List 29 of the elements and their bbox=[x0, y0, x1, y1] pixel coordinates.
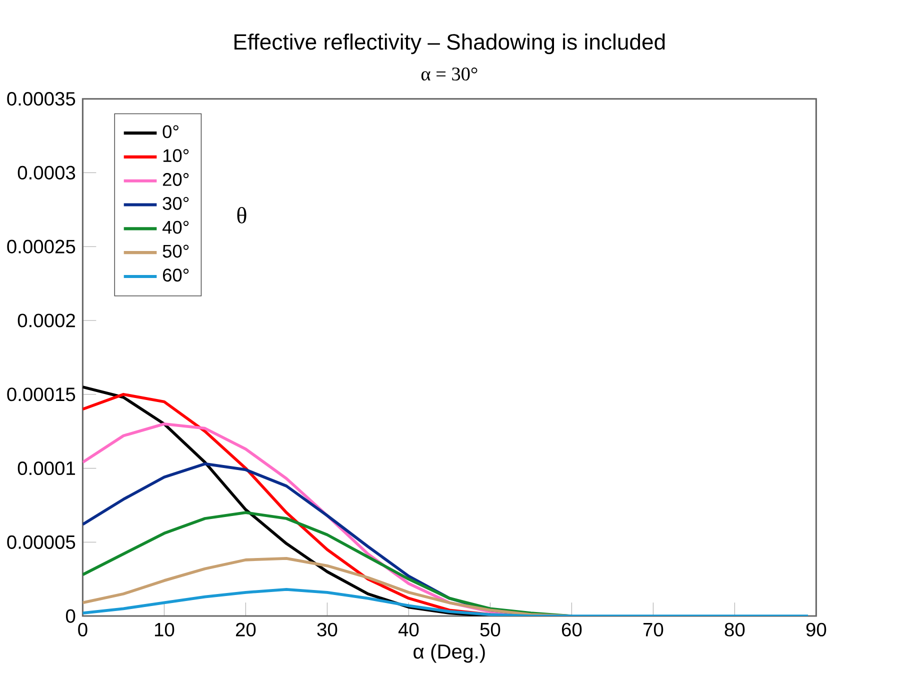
y-tick-label: 0.00005 bbox=[7, 535, 76, 549]
legend-label: 20° bbox=[162, 173, 189, 186]
annotation: θ bbox=[237, 207, 246, 224]
legend-label: 10° bbox=[163, 149, 189, 162]
y-tick-label: 0 bbox=[66, 609, 76, 623]
y-tick-label: 0.00025 bbox=[7, 240, 76, 254]
x-tick-label: 0 bbox=[78, 622, 88, 636]
x-tick-label: 70 bbox=[643, 622, 664, 636]
x-axis-title: α (Deg.) bbox=[414, 644, 485, 663]
chart-subtitle: α = 30° bbox=[421, 68, 478, 81]
y-tick-label: 0.00015 bbox=[7, 388, 76, 402]
y-tick-label: 0.0002 bbox=[18, 314, 75, 328]
legend-label: 60° bbox=[162, 268, 189, 282]
x-tick-label: 50 bbox=[480, 622, 500, 636]
x-tick-label: 30 bbox=[317, 622, 338, 636]
y-tick-label: 0.00035 bbox=[7, 92, 76, 106]
x-tick-label: 40 bbox=[398, 622, 419, 636]
chart-title: Effective reflectivity – Shadowing is included bbox=[234, 34, 665, 54]
x-tick-label: 60 bbox=[562, 622, 582, 636]
legend-label: 50° bbox=[162, 244, 189, 258]
x-tick-label: 90 bbox=[806, 622, 826, 636]
y-tick-label: 0.0003 bbox=[18, 166, 76, 180]
legend-label: 40° bbox=[162, 220, 189, 234]
x-tick-label: 10 bbox=[154, 622, 174, 636]
x-tick-label: 80 bbox=[724, 622, 745, 636]
x-tick-label: 20 bbox=[236, 622, 256, 636]
y-tick-label: 0.0001 bbox=[18, 461, 75, 476]
legend-label: 0° bbox=[162, 125, 178, 138]
legend-label: 30° bbox=[162, 196, 189, 210]
